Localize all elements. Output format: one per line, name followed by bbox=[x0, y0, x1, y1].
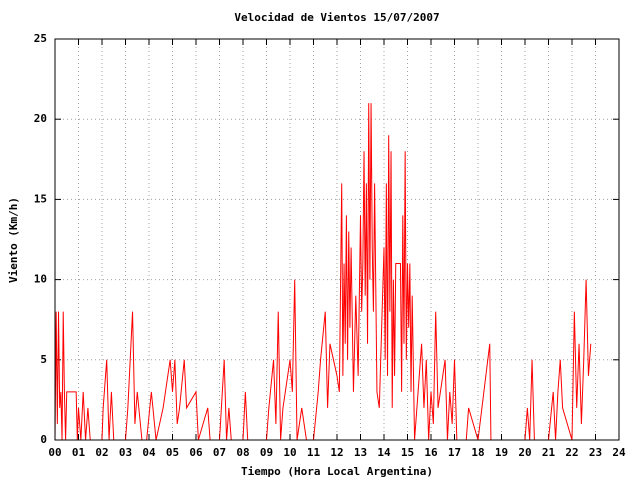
chart-title: Velocidad de Vientos 15/07/2007 bbox=[234, 11, 439, 24]
x-tick-label: 12 bbox=[330, 446, 343, 459]
x-tick-label: 10 bbox=[283, 446, 296, 459]
x-tick-label: 00 bbox=[48, 446, 61, 459]
x-tick-label: 02 bbox=[95, 446, 108, 459]
x-tick-label: 03 bbox=[119, 446, 132, 459]
x-tick-label: 19 bbox=[495, 446, 508, 459]
x-tick-label: 14 bbox=[377, 446, 391, 459]
y-tick-label: 10 bbox=[34, 273, 47, 286]
y-tick-label: 20 bbox=[34, 112, 47, 125]
x-tick-label: 23 bbox=[589, 446, 602, 459]
x-tick-label: 05 bbox=[166, 446, 179, 459]
data-line bbox=[54, 103, 592, 441]
y-tick-label: 25 bbox=[34, 32, 47, 45]
x-tick-label: 21 bbox=[542, 446, 556, 459]
x-tick-label: 09 bbox=[260, 446, 273, 459]
x-tick-label: 04 bbox=[142, 446, 156, 459]
x-tick-label: 07 bbox=[213, 446, 226, 459]
x-tick-label: 16 bbox=[424, 446, 438, 459]
y-tick-label: 5 bbox=[40, 353, 47, 366]
x-tick-label: 15 bbox=[401, 446, 414, 459]
y-tick-label: 15 bbox=[34, 192, 47, 205]
x-tick-label: 20 bbox=[518, 446, 531, 459]
x-tick-label: 24 bbox=[612, 446, 626, 459]
x-tick-label: 22 bbox=[565, 446, 578, 459]
x-tick-label: 18 bbox=[471, 446, 484, 459]
x-tick-label: 01 bbox=[72, 446, 86, 459]
x-tick-label: 08 bbox=[236, 446, 249, 459]
y-axis-label: Viento (Km/h) bbox=[7, 197, 20, 283]
x-tick-label: 13 bbox=[354, 446, 367, 459]
x-tick-label: 17 bbox=[448, 446, 461, 459]
x-tick-label: 06 bbox=[189, 446, 203, 459]
plot-frame bbox=[54, 38, 620, 441]
x-axis-label: Tiempo (Hora Local Argentina) bbox=[241, 465, 433, 478]
y-tick-label: 0 bbox=[40, 433, 47, 446]
x-tick-label: 11 bbox=[307, 446, 321, 459]
